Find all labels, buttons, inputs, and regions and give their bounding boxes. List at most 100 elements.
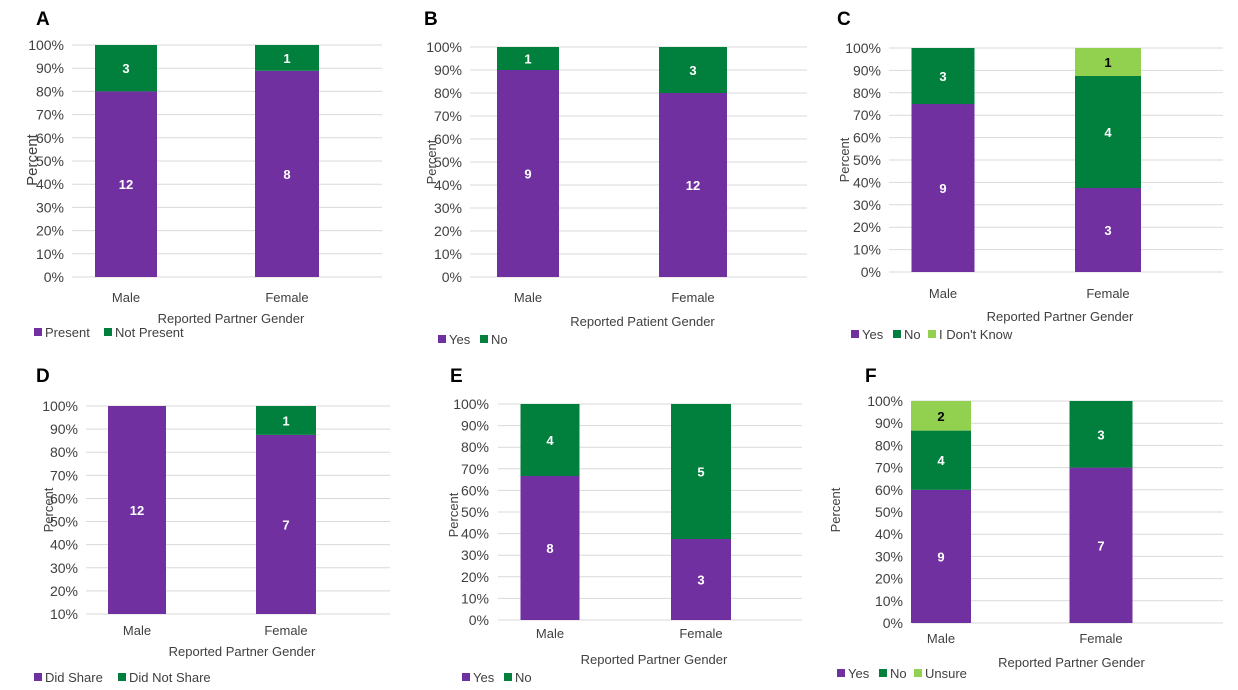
- y-tick-label: 50%: [853, 152, 881, 168]
- legend-swatch-no: [504, 673, 512, 681]
- data-label: 3: [689, 63, 696, 78]
- data-label: 12: [686, 178, 700, 193]
- data-label: 1: [524, 52, 531, 67]
- legend-swatch-yes: [851, 330, 859, 338]
- y-tick-label: 10%: [50, 606, 78, 622]
- x-axis-title: Reported Partner Gender: [581, 652, 728, 667]
- y-axis-title: Percent: [41, 487, 56, 532]
- y-tick-label: 70%: [434, 108, 462, 124]
- legend-swatch-did-not-share: [118, 673, 126, 681]
- y-tick-label: 60%: [461, 482, 489, 498]
- y-tick-label: 90%: [875, 415, 903, 431]
- data-label: 4: [1104, 125, 1112, 140]
- y-tick-label: 60%: [875, 482, 903, 498]
- y-tick-label: 30%: [434, 200, 462, 216]
- data-label: 3: [1097, 427, 1104, 442]
- x-category-label: Female: [265, 290, 308, 305]
- y-tick-label: 80%: [36, 83, 64, 99]
- data-label: 7: [1097, 538, 1104, 553]
- y-tick-label: 10%: [434, 246, 462, 262]
- y-tick-label: 100%: [42, 398, 78, 414]
- x-category-label: Male: [536, 626, 564, 641]
- legend-swatch-no: [879, 669, 887, 677]
- y-tick-label: 100%: [28, 37, 64, 53]
- y-tick-label: 90%: [50, 421, 78, 437]
- y-axis-title: Percent: [424, 139, 439, 184]
- data-label: 8: [283, 167, 290, 182]
- y-tick-label: 80%: [461, 439, 489, 455]
- x-category-label: Female: [671, 290, 714, 305]
- data-label: 3: [697, 573, 704, 588]
- data-label: 7: [282, 517, 289, 532]
- data-label: 12: [119, 177, 133, 192]
- y-tick-label: 90%: [853, 62, 881, 78]
- panel-label: E: [450, 366, 463, 387]
- panel-label: F: [865, 366, 877, 387]
- y-tick-label: 30%: [875, 548, 903, 564]
- x-category-label: Male: [123, 623, 151, 638]
- data-label: 1: [283, 51, 290, 66]
- x-axis-title: Reported Partner Gender: [169, 644, 316, 659]
- x-axis-title: Reported Patient Gender: [570, 314, 715, 329]
- data-label: 2: [937, 409, 944, 424]
- x-category-label: Male: [514, 290, 542, 305]
- y-tick-label: 80%: [50, 444, 78, 460]
- chart-svg: C0%10%20%30%40%50%60%70%80%90%100%93Male…: [825, 0, 1238, 345]
- y-tick-label: 10%: [853, 242, 881, 258]
- y-tick-label: 0%: [469, 612, 489, 628]
- data-label: 1: [1104, 55, 1111, 70]
- y-tick-label: 20%: [875, 571, 903, 587]
- chart-svg: D10%20%30%40%50%60%70%80%90%100%12Male71…: [0, 345, 412, 690]
- panel-label: C: [837, 9, 851, 30]
- y-tick-label: 0%: [442, 269, 462, 285]
- chart-panel-b: B 0% 10% 20% 30% 40% 50% 60% 70% 80% 90% 100% 9 1 Male…: [412, 0, 825, 345]
- legend-swatch-not-present: [104, 328, 112, 336]
- x-category-label: Male: [112, 290, 140, 305]
- data-label: 1: [282, 413, 289, 428]
- y-tick-label: 70%: [461, 461, 489, 477]
- y-axis-title: Percent: [828, 487, 843, 532]
- chart-svg: B 0% 10% 20% 30% 40% 50% 60% 70% 80% 90% 100% 9 1 Male…: [412, 0, 825, 345]
- y-tick-label: 40%: [853, 174, 881, 190]
- y-tick-label: 100%: [453, 396, 489, 412]
- legend-swatch-yes: [462, 673, 470, 681]
- y-tick-label: 80%: [434, 85, 462, 101]
- legend-label-did-share: Did Share: [45, 670, 103, 685]
- data-label: 9: [524, 167, 531, 182]
- chart-panel-e: E 0% 10% 20% 30% 40% 50% 60% 70% 80% 90% 100% 8 4 Male…: [412, 345, 825, 690]
- legend-swatch-no: [893, 330, 901, 338]
- panel-label: A: [36, 9, 50, 30]
- y-tick-label: 0%: [44, 269, 64, 285]
- data-label: 8: [546, 541, 553, 556]
- y-tick-label: 70%: [50, 467, 78, 483]
- y-axis-title: Percent: [837, 137, 852, 182]
- chart-panel-d: D 10% 20% 30% 40% 50% 60% 70% 80% 90% 100% 12 Male 7 1…: [0, 345, 412, 690]
- legend-label-no: No: [904, 327, 921, 342]
- y-tick-label: 40%: [50, 537, 78, 553]
- y-tick-label: 70%: [875, 460, 903, 476]
- data-label: 3: [1104, 223, 1111, 238]
- y-tick-label: 20%: [434, 223, 462, 239]
- y-tick-label: 70%: [853, 107, 881, 123]
- y-tick-label: 20%: [461, 569, 489, 585]
- x-axis-title: Reported Partner Gender: [998, 655, 1145, 670]
- legend-label-present: Present: [45, 325, 90, 340]
- y-tick-label: 100%: [426, 39, 462, 55]
- x-category-label: Female: [264, 623, 307, 638]
- y-tick-label: 30%: [36, 199, 64, 215]
- legend-swatch-unsure: [914, 669, 922, 677]
- chart-panel-a: A 0% 10% 20% 30% 40% 50% 60% 70% 80% 90% 100% 12 3 Mal…: [0, 0, 412, 345]
- x-category-label: Female: [1079, 631, 1122, 646]
- y-axis-title: Percent: [446, 492, 461, 537]
- y-tick-label: 70%: [36, 107, 64, 123]
- legend-swatch-yes: [837, 669, 845, 677]
- x-category-label: Male: [929, 286, 957, 301]
- legend-label-yes: Yes: [862, 327, 884, 342]
- data-label: 3: [939, 69, 946, 84]
- data-label: 9: [939, 181, 946, 196]
- chart-svg: E0%10%20%30%40%50%60%70%80%90%100%84Male…: [412, 345, 825, 690]
- legend-swatch-present: [34, 328, 42, 336]
- x-axis-title: Reported Partner Gender: [987, 309, 1134, 324]
- legend-label-no: No: [515, 670, 532, 685]
- x-category-label: Male: [927, 631, 955, 646]
